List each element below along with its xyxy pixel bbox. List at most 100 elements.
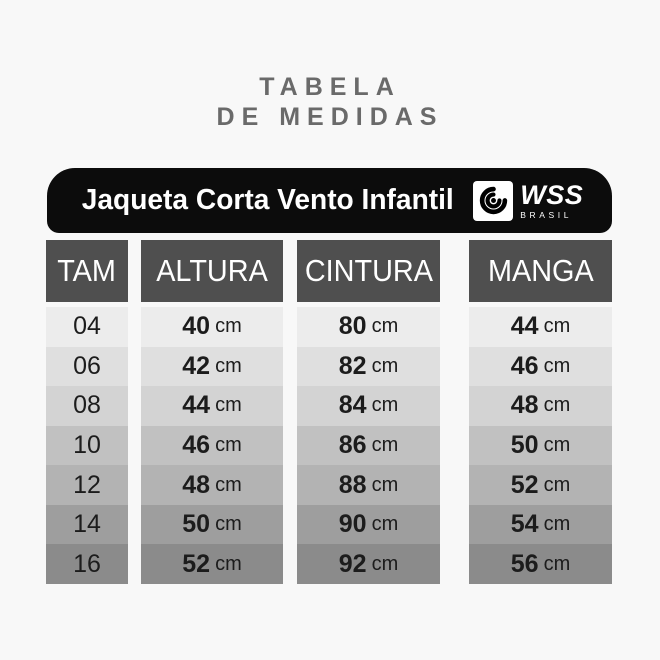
brand-logo: WSS BRASIL <box>473 179 584 221</box>
unit-label: cm <box>543 473 571 496</box>
measure-value: 52 <box>182 549 211 578</box>
table-cell-tam: 16 <box>46 544 128 584</box>
page-title-line1: TABELA <box>259 73 401 101</box>
brand-subtitle: BRASIL <box>520 209 573 220</box>
product-name: Jaqueta Corta Vento Infantil <box>81 184 454 216</box>
table-cell-altura: 40 cm <box>141 307 283 347</box>
unit-label: cm <box>215 513 242 536</box>
page-title: TABELA DE MEDIDAS <box>0 72 660 132</box>
measure-value: 46 <box>182 430 211 459</box>
size-table: TAM 04 06 08 10 12 14 16 ALTURA 40 cm 42 c… <box>46 240 612 584</box>
page-title-line2: DE MEDIDAS <box>216 103 444 131</box>
table-cell-altura: 46 cm <box>141 425 283 466</box>
table-cell-cintura: 92 cm <box>297 544 440 584</box>
measure-value: 52 <box>510 470 539 499</box>
table-cell-altura: 42 cm <box>141 346 283 387</box>
size-value: 06 <box>73 351 101 380</box>
table-cell-tam: 06 <box>46 346 128 387</box>
measure-value: 82 <box>338 351 367 380</box>
table-cell-altura: 44 cm <box>141 386 283 426</box>
column-cintura: CINTURA 80 cm 82 cm 84 cm 86 cm 88 cm 90 cm 92… <box>297 240 440 584</box>
column-header-altura-label: ALTURA <box>156 253 268 288</box>
column-header-manga: MANGA <box>469 240 612 302</box>
measure-value: 86 <box>338 430 367 459</box>
unit-label: cm <box>215 552 242 575</box>
brand-name: WSS <box>520 179 584 210</box>
table-cell-manga: 46 cm <box>469 346 612 387</box>
unit-label: cm <box>543 552 571 575</box>
table-cell-tam: 10 <box>46 425 128 466</box>
table-cell-manga: 54 cm <box>469 504 612 545</box>
measure-value: 48 <box>510 391 539 420</box>
measure-value: 40 <box>182 312 211 341</box>
unit-label: cm <box>543 354 571 377</box>
table-cell-tam: 08 <box>46 386 128 426</box>
unit-label: cm <box>371 315 399 338</box>
table-cell-cintura: 86 cm <box>297 425 440 466</box>
unit-label: cm <box>371 552 399 575</box>
measure-value: 50 <box>182 510 211 539</box>
unit-label: cm <box>371 354 399 377</box>
table-cell-cintura: 84 cm <box>297 386 440 426</box>
measure-value: 44 <box>510 312 539 341</box>
measure-value: 42 <box>182 351 211 380</box>
table-cell-tam: 04 <box>46 307 128 347</box>
table-cell-manga: 56 cm <box>469 544 612 584</box>
measure-value: 80 <box>338 312 367 341</box>
brand-text: WSS BRASIL <box>520 179 584 220</box>
size-value: 12 <box>73 470 101 499</box>
table-cell-cintura: 88 cm <box>297 465 440 505</box>
column-header-tam-label: TAM <box>57 253 117 288</box>
table-cell-manga: 52 cm <box>469 465 612 505</box>
measure-value: 84 <box>338 391 367 420</box>
unit-label: cm <box>215 473 242 496</box>
measure-value: 44 <box>182 391 211 420</box>
measure-value: 46 <box>510 351 539 380</box>
size-value: 14 <box>73 510 101 539</box>
table-cell-cintura: 90 cm <box>297 504 440 545</box>
table-cell-altura: 50 cm <box>141 504 283 545</box>
unit-label: cm <box>215 433 242 456</box>
unit-label: cm <box>215 394 242 417</box>
table-cell-tam: 12 <box>46 465 128 505</box>
unit-label: cm <box>543 513 571 536</box>
column-altura: ALTURA 40 cm 42 cm 44 cm 46 cm 48 cm 50 cm 52 c… <box>141 240 283 584</box>
table-cell-tam: 14 <box>46 504 128 545</box>
unit-label: cm <box>543 433 571 456</box>
measure-value: 56 <box>510 549 539 578</box>
unit-label: cm <box>371 394 399 417</box>
table-cell-manga: 50 cm <box>469 425 612 466</box>
table-cell-cintura: 80 cm <box>297 307 440 347</box>
unit-label: cm <box>543 315 571 338</box>
table-cell-altura: 48 cm <box>141 465 283 505</box>
measure-value: 92 <box>338 549 367 578</box>
size-value: 10 <box>73 430 101 459</box>
column-header-altura: ALTURA <box>141 240 283 302</box>
column-header-manga-label: MANGA <box>487 253 594 288</box>
table-cell-manga: 44 cm <box>469 307 612 347</box>
column-header-cintura: CINTURA <box>297 240 440 302</box>
size-value: 08 <box>73 391 101 420</box>
measure-value: 54 <box>510 510 539 539</box>
unit-label: cm <box>371 473 399 496</box>
table-cell-cintura: 82 cm <box>297 346 440 387</box>
measure-value: 90 <box>338 510 367 539</box>
unit-label: cm <box>215 354 242 377</box>
column-manga: MANGA 44 cm 46 cm 48 cm 50 cm 52 cm 54 cm 56 cm <box>469 240 612 584</box>
product-banner: Jaqueta Corta Vento Infantil WSS BRASIL <box>47 168 612 233</box>
column-header-tam: TAM <box>46 240 128 302</box>
table-cell-altura: 52 cm <box>141 544 283 584</box>
measure-value: 48 <box>182 470 211 499</box>
measure-value: 88 <box>338 470 367 499</box>
unit-label: cm <box>371 513 399 536</box>
wave-swirl-icon <box>473 180 514 221</box>
column-header-cintura-label: CINTURA <box>304 253 433 288</box>
unit-label: cm <box>371 433 399 456</box>
unit-label: cm <box>543 394 571 417</box>
measure-value: 50 <box>510 430 539 459</box>
size-value: 16 <box>73 549 101 578</box>
unit-label: cm <box>215 315 242 338</box>
size-value: 04 <box>73 312 101 341</box>
column-tam: TAM 04 06 08 10 12 14 16 <box>46 240 128 584</box>
